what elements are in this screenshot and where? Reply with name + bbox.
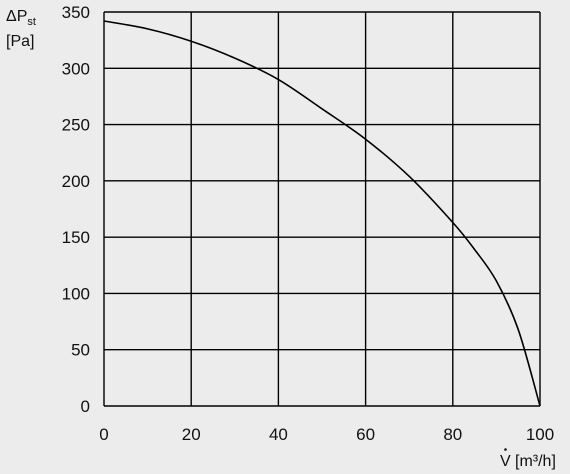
- y-tick-label: 250: [62, 116, 90, 135]
- x-tick-label: 100: [526, 425, 554, 444]
- x-tick-label: 0: [99, 425, 108, 444]
- y-tick-label: 0: [81, 397, 90, 416]
- x-axis-symbol: V: [500, 453, 511, 470]
- x-axis-unit: [m³/h]: [515, 453, 556, 470]
- x-tick-label: 40: [269, 425, 288, 444]
- y-axis-label: ΔPst: [6, 8, 36, 28]
- y-axis-unit: [Pa]: [6, 33, 34, 50]
- y-axis-label-main: ΔP: [6, 8, 27, 25]
- y-tick-labels: 0 50 100 150 200 250 300 350: [62, 3, 90, 416]
- y-axis-label-sub: st: [27, 16, 36, 28]
- x-tick-label: 20: [182, 425, 201, 444]
- x-tick-labels: 0 20 40 60 80 100: [99, 425, 554, 444]
- grid: [103, 11, 541, 407]
- y-tick-label: 300: [62, 59, 90, 78]
- x-axis-symbol-dot: [504, 448, 507, 451]
- y-tick-label: 100: [62, 284, 90, 303]
- y-tick-label: 350: [62, 3, 90, 22]
- y-tick-label: 150: [62, 228, 90, 247]
- x-tick-label: 80: [443, 425, 462, 444]
- series-line: [103, 20, 541, 407]
- x-tick-label: 60: [356, 425, 375, 444]
- x-axis-label: V [m³/h]: [500, 448, 556, 470]
- y-tick-label: 50: [71, 341, 90, 360]
- y-tick-label: 200: [62, 172, 90, 191]
